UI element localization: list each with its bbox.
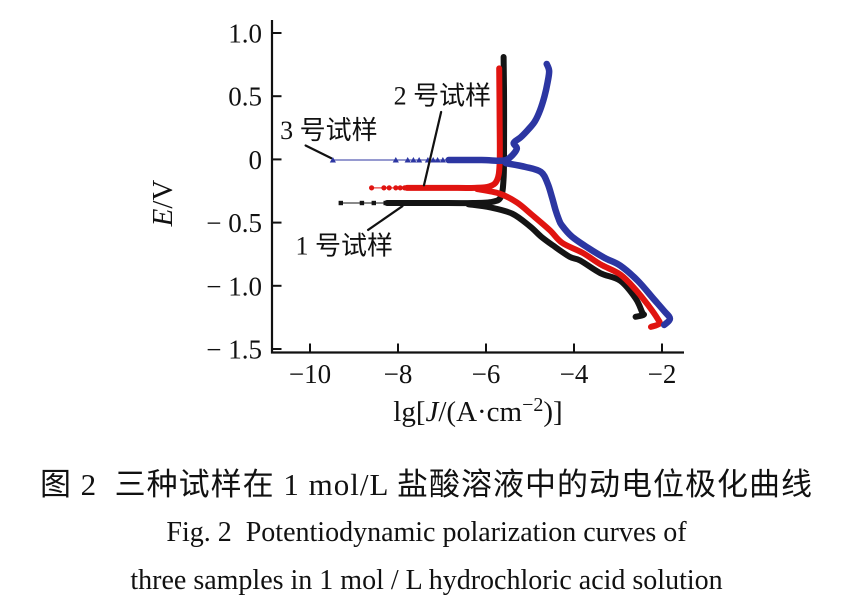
tail-marker-triangle: [410, 157, 417, 163]
series-sample-2: [369, 65, 663, 330]
anodic-branch: [384, 54, 508, 207]
figure-caption-en-line2: three samples in 1 mol / L hydrochloric …: [130, 565, 723, 596]
tail-marker-square: [371, 200, 376, 206]
y-tick-label: 1.0: [228, 19, 262, 49]
x-tick-label: −8: [384, 359, 413, 389]
x-tick-label: −4: [560, 359, 589, 389]
annotation-leader-line: [422, 110, 443, 187]
annotation-label: 1 号试样: [296, 231, 394, 260]
x-tick-label: −6: [472, 359, 501, 389]
tail-marker-square: [359, 200, 365, 206]
anodic-branch: [403, 65, 503, 191]
tail-marker-triangle: [434, 157, 441, 163]
axis-lines: [270, 20, 684, 354]
plot-area: 1.0 0.5 0 − 0.5 − 1.0 − 1.5 −10 −8 −6 −4 −2 2 号试样 3 …: [206, 19, 684, 389]
tail-marker-triangle: [392, 157, 399, 163]
anodic-branch: [445, 60, 553, 165]
y-tick-label: 0: [249, 145, 263, 175]
tail-marker-triangle: [416, 157, 423, 163]
x-tick-label: −10: [289, 359, 331, 389]
x-tick-label: −2: [648, 359, 677, 389]
figure-caption-zh: 图 2 三种试样在 1 mol/L 盐酸溶液中的动电位极化曲线: [39, 467, 814, 502]
cathodic-branch: [502, 159, 674, 329]
y-axis-label: E/V: [147, 180, 179, 228]
tail-marker-circle: [381, 185, 387, 191]
annotation-label: 3 号试样: [280, 116, 378, 145]
cathodic-branch: [474, 186, 663, 330]
tail-marker-triangle: [329, 157, 336, 163]
y-tick-label: 0.5: [228, 82, 262, 112]
axes: 1.0 0.5 0 − 0.5 − 1.0 − 1.5 −10 −8 −6 −4 −2: [206, 19, 684, 389]
tail-marker-circle: [386, 185, 392, 191]
figure-caption-en-line1: Fig. 2 Potentiodynamic polarization curv…: [166, 517, 687, 548]
tail-marker-triangle: [430, 157, 437, 163]
tail-marker-triangle: [404, 157, 411, 163]
cathodic-branch: [465, 201, 647, 320]
tail-marker-circle: [369, 185, 375, 191]
annotation-sample-3: 3 号试样: [280, 116, 378, 160]
annotation-leader-line: [366, 205, 404, 232]
polarization-chart: E/V lg[J/(A·cm−2)] 1.0 0.5 0 − 0.5 − 1.0 − 1.…: [147, 19, 684, 428]
annotation-label: 2 号试样: [394, 82, 492, 111]
y-tick-label: − 1.5: [206, 335, 262, 365]
tail-marker-circle: [393, 185, 399, 191]
x-axis-label: lg[J/(A·cm−2)]: [393, 394, 562, 428]
y-tick-label: − 1.0: [206, 271, 262, 301]
tail-marker-square: [338, 200, 343, 206]
tail-marker-triangle: [439, 157, 446, 163]
tail-marker-circle: [397, 185, 403, 191]
y-tick-label: − 0.5: [206, 208, 262, 238]
annotation-leader-line: [304, 144, 333, 160]
annotation-sample-1: 1 号试样: [296, 205, 404, 260]
annotation-sample-2: 2 号试样: [394, 82, 492, 187]
